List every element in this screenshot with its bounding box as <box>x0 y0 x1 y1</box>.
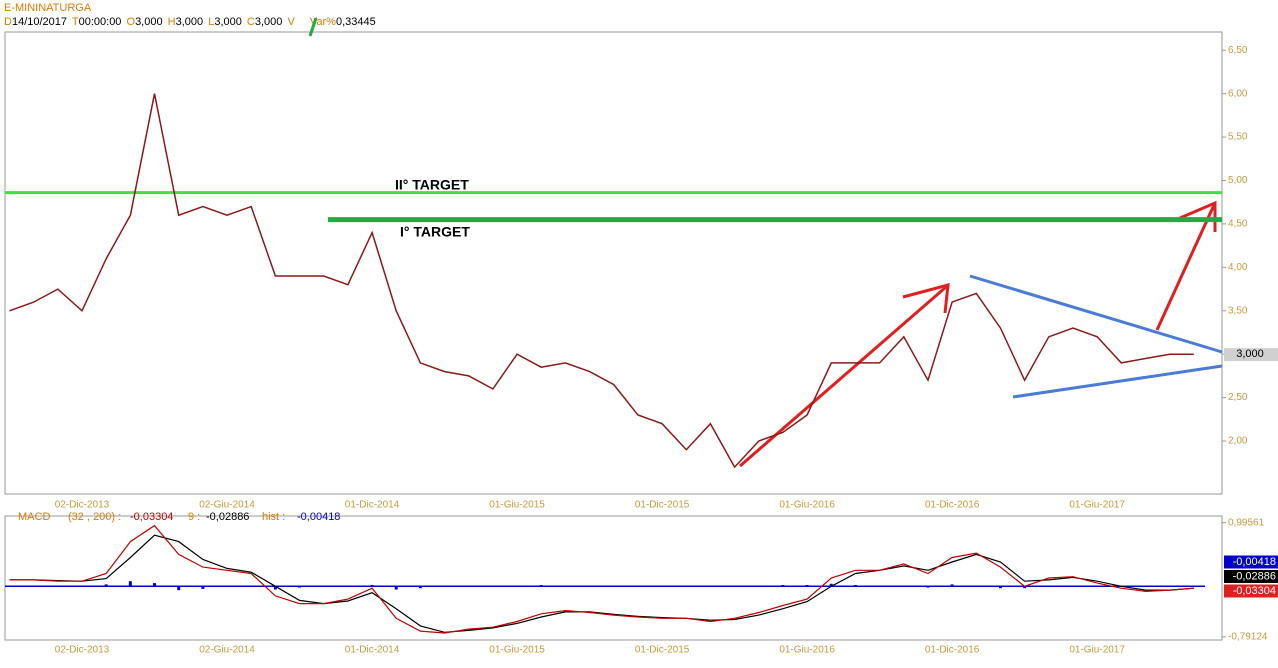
y-tick-label: 5,50 <box>1228 132 1248 143</box>
header-value: 3,000 <box>135 16 163 28</box>
x-tick-label: 01-Dic-2014 <box>345 500 400 511</box>
x-tick-label: 01-Dic-2016 <box>925 500 980 511</box>
y-tick-label: 2,00 <box>1228 436 1248 447</box>
macd-frame <box>4 515 1223 641</box>
x-tick-label: 01-Giu-2015 <box>489 500 545 511</box>
hist-bar <box>177 586 181 591</box>
hist-bar <box>829 583 833 587</box>
header-value: 3,000 <box>176 16 204 28</box>
x-tick-label: 02-Giu-2014 <box>199 500 255 511</box>
header-value: 3,000 <box>255 16 283 28</box>
value-box-label: -0,00418 <box>1233 556 1276 568</box>
y-tick-label: 2,50 <box>1228 392 1248 403</box>
header-value: 3,000 <box>214 16 242 28</box>
x-tick-label: 01-Giu-2016 <box>779 645 835 656</box>
x-tick-label: 01-Giu-2017 <box>1069 500 1125 511</box>
x-tick-label: 01-Dic-2015 <box>635 645 690 656</box>
y-tick-label: 5,00 <box>1228 175 1248 186</box>
target-label: II° TARGET <box>395 176 469 192</box>
hist-bar <box>418 586 422 589</box>
header-value: 00:00:00 <box>79 16 122 28</box>
chart-title: E-MININATURGA <box>4 2 92 14</box>
drawings <box>739 200 1223 468</box>
legend-value: -0,00418 <box>297 511 340 523</box>
y-tick-label: 6,00 <box>1228 88 1248 99</box>
x-tick-label: 02-Giu-2014 <box>199 645 255 656</box>
x-tick-label: 01-Dic-2014 <box>345 645 400 656</box>
hist-bar <box>153 583 157 587</box>
price-line <box>9 93 1194 469</box>
target-label: I° TARGET <box>400 223 470 239</box>
hist-bar <box>950 584 954 587</box>
hist-bar <box>998 586 1002 589</box>
arrow-head <box>1179 200 1217 232</box>
last-price-label: 3,000 <box>1236 348 1264 360</box>
value-box <box>1224 555 1278 569</box>
legend-name: hist : <box>262 511 285 523</box>
arrow <box>1155 204 1216 331</box>
trend-line <box>969 274 1223 354</box>
y-tick-label: 4,50 <box>1228 219 1248 230</box>
arrow-head <box>902 282 950 314</box>
header-key: O <box>127 16 136 28</box>
x-tick-label: 01-Dic-2016 <box>925 645 980 656</box>
hist-bar <box>201 586 205 589</box>
header-key: D <box>4 16 12 28</box>
legend-value: -0,03304 <box>130 511 173 523</box>
x-tick-label: 02-Dic-2013 <box>55 645 110 656</box>
hist-bar <box>128 581 132 587</box>
hist-bar <box>273 586 277 590</box>
macd-line <box>9 524 1194 634</box>
value-box <box>1224 570 1278 583</box>
y-tick-label: 3,50 <box>1228 305 1248 316</box>
legend-value: -0,02886 <box>206 511 249 523</box>
header-key: V <box>287 16 295 28</box>
marker <box>308 17 318 37</box>
header-value: 14/10/2017 <box>12 16 67 28</box>
x-tick-label: 02-Dic-2013 <box>55 500 110 511</box>
x-tick-label: 01-Giu-2016 <box>779 500 835 511</box>
header: D14/10/2017 T00:00:00 O3,000 H3,000 L3,0… <box>4 16 376 28</box>
hist-bar <box>1023 586 1027 589</box>
value-box-label: -0,02886 <box>1233 570 1276 582</box>
macd-line <box>9 534 1194 633</box>
macd-title: MACD <box>18 511 50 523</box>
hist-bar <box>394 586 398 590</box>
header-key: H <box>168 16 176 28</box>
arrow <box>739 285 947 468</box>
last-price-box <box>1224 348 1278 362</box>
price-frame <box>4 31 1223 495</box>
y-tick-label: 0,99561 <box>1228 517 1265 528</box>
legend-name: 9 : <box>188 511 200 523</box>
header-key: C <box>247 16 255 28</box>
value-box <box>1224 584 1278 598</box>
x-tick-label: 01-Dic-2015 <box>635 500 690 511</box>
legend-name: (32 , 200) : <box>68 511 121 523</box>
header-key: L <box>208 16 214 28</box>
y-tick-label: 4,00 <box>1228 262 1248 273</box>
hist-bar <box>104 584 108 587</box>
x-tick-label: 01-Giu-2017 <box>1069 645 1125 656</box>
y-tick-label: 6,50 <box>1228 45 1248 56</box>
header-key: T <box>72 16 79 28</box>
x-tick-label: 01-Giu-2015 <box>489 645 545 656</box>
y-tick-label: -0,79124 <box>1228 632 1268 643</box>
value-box-label: -0,03304 <box>1233 585 1276 597</box>
trend-line <box>1012 364 1223 399</box>
header-value: 0,33445 <box>336 16 376 28</box>
